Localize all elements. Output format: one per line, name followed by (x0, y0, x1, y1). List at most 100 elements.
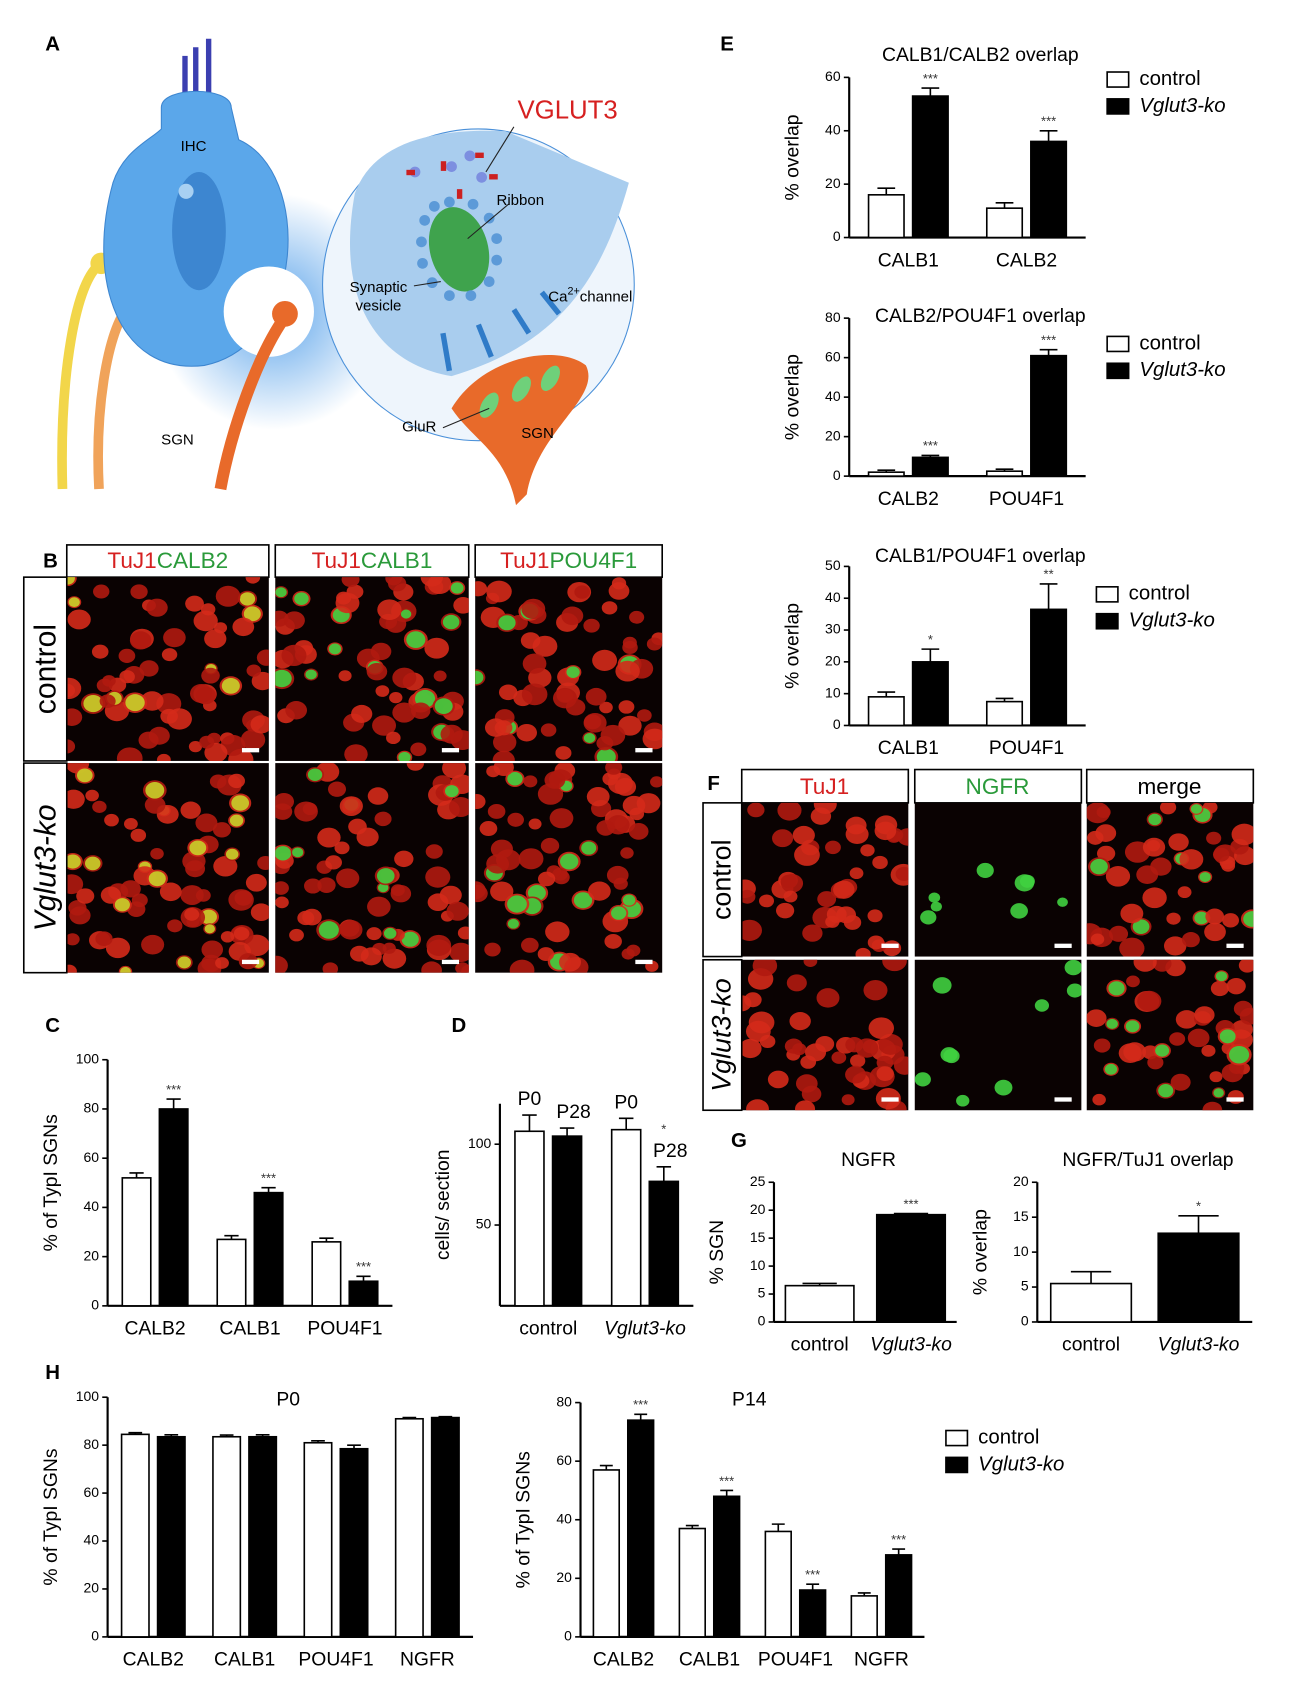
cell (245, 577, 261, 584)
significance: *** (261, 1171, 276, 1186)
diagram: IHC SGN VGLUT3 Ribbon Synaptic vesicle C… (57, 38, 635, 506)
y-tick-label: 10 (825, 684, 841, 700)
y-tick-label: 0 (1021, 1313, 1029, 1329)
cell (1106, 1018, 1118, 1029)
cell (1209, 1071, 1223, 1083)
error-bar (857, 1592, 871, 1596)
legend-swatch (1106, 335, 1130, 353)
cell (600, 724, 626, 746)
cell (394, 850, 414, 868)
bar (216, 1238, 247, 1307)
cell (637, 709, 652, 722)
error-bar (771, 1523, 785, 1532)
legend-label: control (1139, 332, 1200, 354)
column-header: TuJ1CALB2 (107, 548, 228, 573)
cell (446, 901, 469, 921)
cell (560, 853, 579, 870)
cell (833, 880, 855, 899)
cell (1222, 913, 1239, 928)
panel-label: B (43, 550, 58, 572)
cell (410, 742, 427, 757)
bar (875, 1213, 947, 1323)
cell (876, 1066, 894, 1082)
column-header: merge (1138, 774, 1202, 799)
y-tick-label: 0 (833, 716, 841, 732)
cell (1126, 975, 1140, 988)
cell (392, 702, 416, 723)
cell (367, 896, 391, 917)
cell (406, 763, 425, 771)
cell (426, 934, 452, 956)
marker-name: TuJ1 (500, 548, 549, 573)
significance: *** (903, 1196, 918, 1211)
significance: * (661, 1122, 666, 1137)
series-label: P28 (556, 1101, 590, 1123)
cell (1064, 959, 1082, 976)
cell (275, 846, 292, 861)
scale-bar (1226, 943, 1244, 948)
x-tick-label: control (791, 1334, 849, 1356)
panel-label: D (452, 1015, 467, 1037)
cell (215, 585, 241, 607)
row-header: Vglut3-ko (707, 978, 737, 1092)
cell (239, 592, 256, 606)
panel-label: F (707, 773, 719, 795)
cell (588, 881, 611, 901)
y-tick-label: 80 (825, 309, 841, 325)
marker-name: TuJ1 (312, 548, 361, 573)
significance: ** (1044, 567, 1054, 582)
error-bar (128, 1431, 143, 1435)
cell (69, 906, 91, 925)
marker-name: POU4F1 (549, 548, 637, 573)
terminal (272, 300, 298, 327)
cell (83, 695, 103, 713)
cell (920, 910, 937, 925)
cell (1219, 1029, 1236, 1044)
cell (322, 962, 339, 973)
cell (555, 746, 572, 760)
cell (1148, 813, 1162, 826)
y-axis-label: % overlap (781, 354, 803, 440)
cell (976, 862, 994, 878)
error-bar (522, 1114, 537, 1132)
cell (229, 814, 244, 827)
cell (583, 732, 596, 744)
cell (549, 808, 574, 829)
bar (648, 1180, 680, 1307)
error-bar (1039, 583, 1058, 610)
cell (141, 934, 165, 955)
bar (911, 661, 949, 727)
cell (317, 827, 341, 848)
error-bar (224, 1234, 239, 1240)
y-tick-label: 20 (825, 653, 841, 669)
bar (248, 1435, 278, 1638)
cell (96, 678, 113, 693)
cell (450, 582, 464, 594)
y-tick-label: 0 (91, 1628, 99, 1644)
cell (1199, 872, 1211, 882)
cell (400, 609, 412, 619)
cell (130, 828, 147, 842)
cell (1132, 919, 1150, 934)
cell (914, 1072, 931, 1087)
marker-name: CALB2 (157, 548, 228, 573)
error-bar (802, 1282, 837, 1286)
cell (1229, 1045, 1250, 1064)
cell (386, 731, 401, 745)
cell (200, 603, 216, 616)
label: vesicle (355, 297, 401, 314)
header-box (274, 544, 470, 578)
chart-title: P0 (276, 1389, 300, 1411)
x-tick-label: CALB1 (878, 249, 939, 271)
bar (1030, 140, 1068, 239)
label: Ca2+channel (548, 285, 632, 306)
cell (66, 677, 82, 700)
cell (305, 669, 317, 680)
cells (914, 959, 1082, 1107)
error-bar (1039, 348, 1058, 356)
cell (453, 597, 469, 614)
label: GluR (402, 419, 436, 436)
cell (486, 765, 501, 778)
chart-title: P14 (732, 1389, 767, 1411)
cell (744, 992, 762, 1008)
